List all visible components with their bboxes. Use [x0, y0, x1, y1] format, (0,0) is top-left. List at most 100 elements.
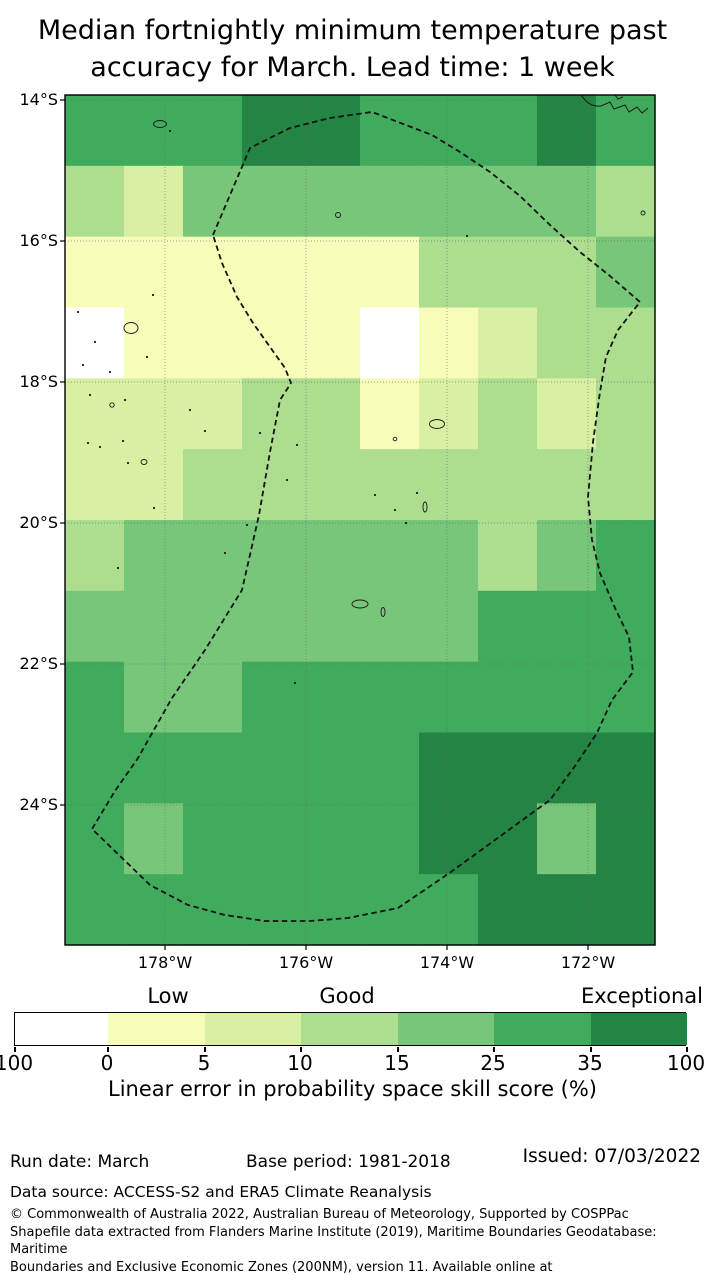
grid-cell: [537, 803, 597, 875]
grid-cell: [242, 803, 302, 875]
island-dot: [123, 398, 127, 402]
colorbar-axis-label: Linear error in probability space skill …: [108, 1077, 597, 1101]
island-dot: [465, 234, 469, 238]
grid-cell: [183, 874, 243, 946]
grid-cell: [537, 732, 597, 804]
grid-cell: [183, 378, 243, 450]
island-dot: [145, 355, 149, 359]
island-dot: [88, 393, 92, 397]
grid-cell: [478, 307, 538, 379]
lat-tick-label: 14°S: [19, 90, 58, 109]
grid-cell: [360, 732, 420, 804]
island-outline: [392, 436, 398, 442]
grid-cell: [301, 590, 361, 663]
island-dot: [86, 441, 90, 445]
island-dot: [393, 508, 397, 512]
island-dot: [245, 523, 249, 527]
island-outline: [109, 402, 115, 408]
lon-tick-label: 172°W: [560, 953, 616, 972]
colorbar-tick-label: 10: [287, 1051, 313, 1075]
map-frame: [64, 94, 656, 946]
title-line-2: accuracy for March. Lead time: 1 week: [90, 52, 615, 83]
grid-cell: [242, 520, 302, 592]
grid-cell: [183, 661, 243, 734]
grid-cell: [124, 236, 184, 309]
colorbar-tick-label: 25: [480, 1051, 506, 1075]
lat-tick-label: 18°S: [19, 372, 58, 391]
grid-cell: [537, 165, 597, 238]
grid-cell: [124, 803, 184, 875]
colorbar-tick-mark: [204, 1047, 206, 1052]
grid-cell: [360, 307, 420, 379]
grid-cell: [124, 307, 184, 379]
grid-cell: [478, 449, 538, 521]
grid-cell: [419, 165, 479, 238]
axis-tick-marks: [60, 99, 589, 950]
island-dot: [203, 429, 207, 433]
eez-dashed-boundary: [91, 111, 641, 922]
grid-cell: [478, 95, 538, 167]
copyright-line: Boundaries and Exclusive Economic Zones …: [10, 1259, 553, 1275]
grid-cell: [596, 590, 656, 663]
grid-cell: [242, 165, 302, 238]
grid-cell: [301, 732, 361, 804]
page-title: Median fortnightly minimum temperature p…: [0, 12, 705, 86]
island-dot: [81, 363, 85, 367]
grid-cell: [301, 449, 361, 521]
grid-cell: [478, 803, 538, 875]
grid-cell: [124, 874, 184, 946]
grid-cell: [183, 520, 243, 592]
colorbar-tick-label: 0: [100, 1051, 114, 1075]
grid-cell: [65, 449, 125, 521]
grid-cell: [360, 449, 420, 521]
grid-cell: [596, 874, 656, 946]
grid-cell: [596, 378, 656, 450]
island-outline: [422, 501, 428, 513]
grid-cell: [183, 95, 243, 167]
grid-cell: [301, 874, 361, 946]
grid-cell: [65, 165, 125, 238]
grid-cell: [537, 95, 597, 167]
skill-category-label: Exceptional: [580, 984, 703, 1008]
grid-cell: [419, 803, 479, 875]
grid-cell: [419, 95, 479, 167]
colorbar-segment: [108, 1013, 205, 1045]
grid-cell: [124, 732, 184, 804]
island-dot: [108, 370, 112, 374]
skill-category-label: Low: [147, 984, 189, 1008]
grid-cell: [419, 520, 479, 592]
data-source-text: Data source: ACCESS-S2 and ERA5 Climate …: [10, 1183, 432, 1201]
title-line-1: Median fortnightly minimum temperature p…: [37, 15, 668, 46]
colorbar-tick-label: 5: [197, 1051, 211, 1075]
grid-cell: [301, 803, 361, 875]
island-outline: [140, 459, 148, 465]
island-dot: [151, 293, 155, 297]
island-outline: [429, 419, 445, 429]
graticule-gridlines: [65, 95, 655, 945]
grid-cell: [301, 165, 361, 238]
copyright-line: © Commonwealth of Australia 2022, Austra…: [10, 1207, 629, 1222]
grid-cell: [65, 378, 125, 450]
grid-cell: [478, 165, 538, 238]
island-dot: [285, 478, 289, 482]
colorbar: [14, 1012, 687, 1046]
colorbar-segment: [398, 1013, 494, 1045]
colorbar-segment: [15, 1013, 108, 1045]
map-area: [60, 94, 656, 950]
skill-category-label: Good: [319, 984, 375, 1008]
grid-cell: [242, 874, 302, 946]
grid-cell: [124, 661, 184, 734]
island-outline: [640, 210, 646, 216]
island-outline: [335, 212, 341, 218]
colorbar-tick-mark: [590, 1047, 592, 1052]
colorbar-tick-label: 35: [577, 1051, 603, 1075]
grid-cell: [419, 874, 479, 946]
copyright-line: Shapefile data extracted from Flanders M…: [10, 1224, 657, 1258]
grid-cell: [360, 520, 420, 592]
island-outline: [351, 599, 369, 609]
grid-cell: [242, 236, 302, 309]
lat-tick-label: 16°S: [19, 231, 58, 250]
colorbar-tick-mark: [686, 1047, 688, 1052]
grid-cell: [242, 732, 302, 804]
coastline: [580, 94, 649, 114]
